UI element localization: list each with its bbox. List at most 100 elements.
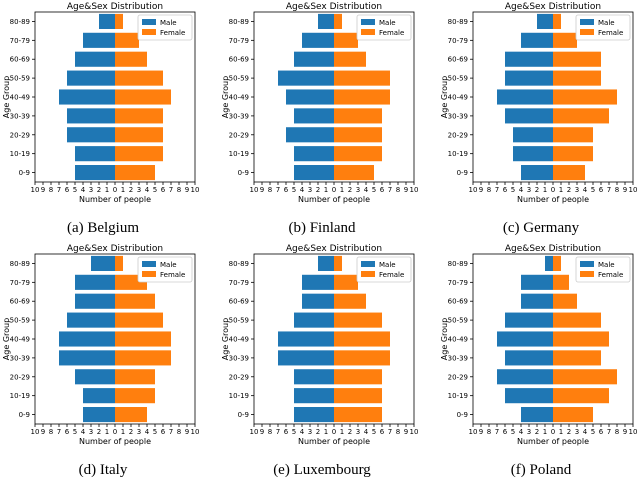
bar-male-30-39 <box>505 350 553 366</box>
y-tick-label: 50-59 <box>448 317 468 325</box>
bar-female-50-59 <box>553 70 601 86</box>
x-tick-label: 9 <box>404 428 408 436</box>
y-tick-label: 50-59 <box>10 75 30 83</box>
x-tick-label: 6 <box>599 428 604 436</box>
y-tick-label: 80-89 <box>229 18 249 26</box>
bar-female-30-39 <box>115 108 163 124</box>
chart-title: Age&Sex Distribution <box>286 244 382 254</box>
x-tick-label: 3 <box>137 186 141 194</box>
legend-label-male: Male <box>160 19 177 27</box>
bar-female-30-39 <box>334 350 390 366</box>
x-tick-label: 1 <box>105 186 109 194</box>
bar-female-60-69 <box>115 51 147 67</box>
bar-female-50-59 <box>334 70 390 86</box>
panel-caption: (d) Italy <box>79 462 128 478</box>
bar-male-70-79 <box>302 274 334 290</box>
bar-male-70-79 <box>83 32 115 48</box>
bar-female-0-9 <box>115 407 147 423</box>
x-tick-label: 4 <box>145 428 150 436</box>
x-tick-label: 3 <box>575 428 579 436</box>
x-tick-label: 6 <box>380 428 385 436</box>
y-tick-label: 20-29 <box>10 373 30 381</box>
legend-label-female: Female <box>598 271 623 279</box>
x-tick-label: 3 <box>89 428 93 436</box>
panel-caption: (b) Finland <box>288 220 356 236</box>
y-axis-label: Age Group <box>221 318 230 360</box>
x-tick-label: 1 <box>121 186 125 194</box>
x-tick-label: 5 <box>153 428 157 436</box>
panel-caption: (f) Poland <box>511 462 572 478</box>
x-tick-label: 5 <box>292 428 296 436</box>
x-tick-label: 9 <box>185 428 189 436</box>
bar-female-30-39 <box>553 350 601 366</box>
bar-female-80-89 <box>553 255 561 271</box>
legend: Male Female <box>356 256 412 283</box>
panel-caption: (e) Luxembourg <box>273 462 371 478</box>
x-tick-label: 5 <box>372 186 376 194</box>
y-tick-label: 80-89 <box>229 260 249 268</box>
bar-male-40-49 <box>278 331 334 347</box>
bar-female-80-89 <box>334 255 342 271</box>
bar-male-60-69 <box>75 293 115 309</box>
y-tick-label: 40-49 <box>448 336 468 344</box>
bar-female-60-69 <box>334 293 366 309</box>
x-tick-label: 6 <box>503 186 508 194</box>
bar-female-0-9 <box>334 407 382 423</box>
legend-swatch-male <box>142 261 156 267</box>
y-axis-label: Age Group <box>2 76 11 118</box>
x-tick-label: 5 <box>73 428 77 436</box>
x-tick-label: 8 <box>396 428 400 436</box>
legend-label-male: Male <box>598 261 615 269</box>
x-tick-label: 10 <box>410 428 419 436</box>
bar-female-30-39 <box>115 350 171 366</box>
x-tick-label: 4 <box>519 186 524 194</box>
y-tick-label: 30-39 <box>448 354 468 362</box>
bar-male-10-19 <box>294 388 334 404</box>
x-tick-label: 6 <box>65 428 70 436</box>
x-tick-label: 5 <box>511 428 515 436</box>
bar-male-40-49 <box>497 89 553 105</box>
x-tick-label: 5 <box>591 186 595 194</box>
x-tick-label: 2 <box>129 428 133 436</box>
bar-male-10-19 <box>294 146 334 162</box>
y-tick-label: 80-89 <box>10 18 30 26</box>
y-axis-label: Age Group <box>2 318 11 360</box>
x-tick-label: 5 <box>153 186 157 194</box>
y-tick-label: 10-19 <box>229 392 249 400</box>
legend-swatch-male <box>580 261 594 267</box>
bar-female-60-69 <box>553 293 577 309</box>
bar-male-60-69 <box>302 293 334 309</box>
bar-female-80-89 <box>334 13 342 29</box>
legend-swatch-male <box>361 19 375 25</box>
x-tick-label: 8 <box>49 186 53 194</box>
legend-label-female: Female <box>379 29 404 37</box>
bar-female-20-29 <box>553 369 617 385</box>
bar-male-30-39 <box>67 108 115 124</box>
bar-male-60-69 <box>75 51 115 67</box>
x-tick-label: 1 <box>559 186 563 194</box>
y-tick-label: 80-89 <box>10 260 30 268</box>
x-tick-label: 10 <box>629 428 638 436</box>
x-tick-label: 6 <box>284 186 289 194</box>
x-tick-label: 3 <box>356 186 360 194</box>
bar-female-10-19 <box>553 146 593 162</box>
legend: Male Female <box>575 14 631 41</box>
bar-female-10-19 <box>334 388 382 404</box>
y-tick-label: 60-69 <box>448 298 468 306</box>
bar-female-40-49 <box>553 331 609 347</box>
x-tick-label: 10 <box>250 428 259 436</box>
bar-female-20-29 <box>553 127 593 143</box>
x-tick-label: 10 <box>31 186 40 194</box>
legend-label-female: Female <box>160 271 185 279</box>
y-tick-label: 30-39 <box>448 112 468 120</box>
bar-female-80-89 <box>553 13 561 29</box>
x-tick-label: 8 <box>487 186 491 194</box>
bar-male-60-69 <box>521 293 553 309</box>
y-tick-label: 70-79 <box>10 37 30 45</box>
x-tick-label: 8 <box>615 428 619 436</box>
y-tick-label: 40-49 <box>10 94 30 102</box>
bar-male-80-89 <box>91 255 115 271</box>
x-tick-label: 9 <box>41 186 45 194</box>
bar-female-0-9 <box>334 165 374 181</box>
